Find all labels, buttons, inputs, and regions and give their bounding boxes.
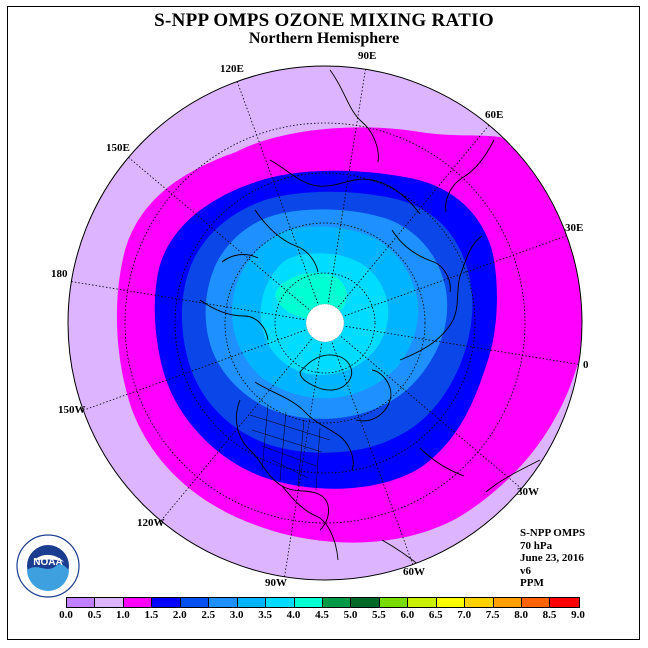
info-version: v6 — [520, 564, 531, 577]
lon-label-180: 180 — [51, 268, 68, 280]
product-info: S-NPP OMPS 70 hPa June 23, 2016 v6 PPM — [520, 527, 585, 590]
coastlines — [199, 69, 541, 567]
ozone-contour-field — [68, 66, 582, 580]
lon-label-90w: 90W — [265, 577, 287, 589]
colorbar-tick-label: 5.0 — [343, 609, 358, 621]
colorbar — [66, 597, 580, 608]
colorbar-swatch — [465, 598, 494, 607]
colorbar-swatch — [180, 598, 210, 607]
lon-label-150w: 150W — [58, 404, 86, 416]
colorbar-tick-label: 6.0 — [400, 609, 415, 621]
info-unit: PPM — [520, 577, 544, 589]
colorbar-swatch — [322, 598, 352, 607]
lon-label-120w: 120W — [137, 517, 165, 529]
colorbar-tick-label: 2.0 — [172, 609, 187, 621]
lon-label-0: 0 — [583, 359, 589, 371]
lon-label-120e: 120E — [220, 63, 244, 75]
lon-label-90e: 90E — [358, 50, 377, 62]
colorbar-swatch — [522, 598, 551, 607]
noaa-logo-text: NOAA — [33, 557, 62, 568]
colorbar-swatch — [209, 598, 238, 607]
colorbar-swatch — [436, 598, 466, 607]
map-title: S-NPP OMPS OZONE MIXING RATIO — [154, 10, 494, 31]
colorbar-swatch — [266, 598, 295, 607]
colorbar-swatch — [408, 598, 437, 607]
colorbar-tick-label: 7.0 — [457, 609, 472, 621]
info-date: June 23, 2016 — [520, 552, 584, 564]
colorbar-tick-label: 0.5 — [87, 609, 102, 621]
colorbar-tick-label: 1.0 — [116, 609, 130, 621]
colorbar-tick-label: 8.5 — [542, 609, 557, 621]
lon-label-150e: 150E — [106, 142, 130, 154]
map-subtitle: Northern Hemisphere — [248, 30, 400, 47]
lon-label-60w: 60W — [403, 566, 425, 578]
colorbar-swatch — [550, 598, 579, 607]
us-state-borders — [249, 404, 331, 491]
info-instrument: S-NPP OMPS — [520, 527, 586, 539]
colorbar-tick-label: 8.0 — [514, 609, 528, 621]
info-level: 70 hPa — [520, 539, 553, 552]
graticule — [68, 66, 582, 580]
plot-frame — [7, 6, 640, 640]
colorbar-swatch — [493, 598, 522, 607]
colorbar-swatch — [351, 598, 380, 607]
colorbar-swatch — [67, 598, 96, 607]
colorbar-tick-label: 3.0 — [229, 609, 244, 621]
colorbar-swatch — [95, 598, 124, 607]
map-boundary — [67, 65, 583, 581]
colorbar-tick-label: 9.0 — [571, 609, 585, 621]
pole-no-data — [305, 303, 345, 343]
colorbar-swatch — [152, 598, 181, 607]
lon-label-30e: 30E — [565, 222, 584, 234]
colorbar-tick-label: 5.5 — [372, 609, 386, 621]
colorbar-swatch — [379, 598, 409, 607]
noaa-logo: NOAA — [16, 534, 80, 598]
lon-label-30w: 30W — [517, 486, 539, 498]
colorbar-tick-label: 1.5 — [144, 609, 159, 621]
colorbar-tick-label: 4.5 — [315, 609, 329, 621]
colorbar-tick-label: 6.5 — [428, 609, 443, 621]
colorbar-tick-label: 3.5 — [258, 609, 272, 621]
colorbar-tick-label: 2.5 — [201, 609, 216, 621]
colorbar-swatch — [294, 598, 323, 607]
colorbar-tick-label: 0.0 — [59, 609, 73, 621]
colorbar-tick-label: 7.5 — [485, 609, 500, 621]
colorbar-swatch — [237, 598, 267, 607]
colorbar-tick-label: 4.0 — [286, 609, 301, 621]
colorbar-swatch — [123, 598, 153, 607]
lon-label-60e: 60E — [485, 109, 504, 121]
